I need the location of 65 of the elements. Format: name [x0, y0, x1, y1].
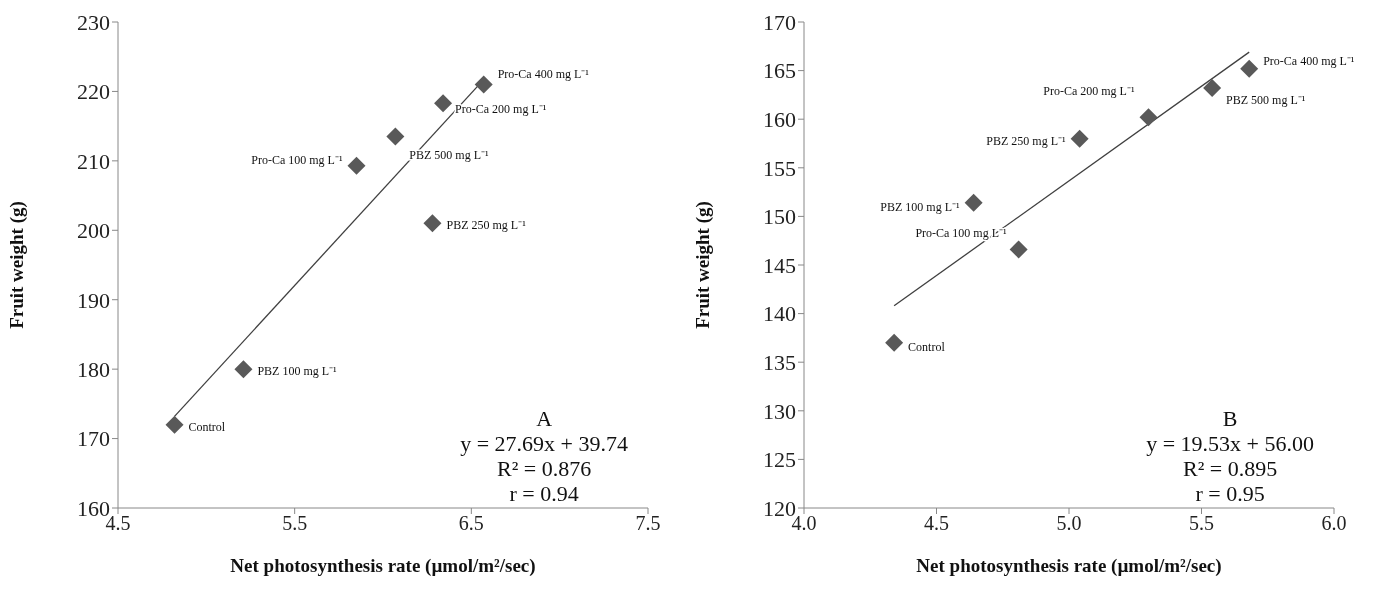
annotation: Control: [188, 419, 226, 434]
point: [1139, 108, 1158, 127]
y-tick-label: 170: [77, 426, 110, 452]
y-tick-label: 140: [763, 301, 796, 327]
point: [1009, 240, 1028, 259]
annotation: PBZ 500 mg L⁻¹: [1226, 93, 1306, 108]
point: [434, 94, 453, 113]
annotation: Pro-Ca 100 mg L⁻¹: [251, 152, 343, 167]
y-tick-label: 220: [77, 79, 110, 105]
x-tick-label: 4.5: [924, 512, 949, 535]
y-tick-label: 120: [763, 495, 796, 521]
point: [165, 415, 184, 434]
y-tick-label: 170: [763, 9, 796, 35]
y-tick-label: 160: [763, 107, 796, 133]
x-axis-title: Net photosynthesis rate (µmol/m²/sec): [916, 555, 1222, 577]
point: [964, 193, 983, 212]
y-tick-label: 125: [763, 447, 796, 473]
annotation: y = 27.69x + 39.74: [460, 431, 628, 456]
y-tick-label: 165: [763, 58, 796, 84]
annotation: Pro-Ca 400 mg L⁻¹: [497, 67, 590, 82]
x-tick-label: 6.0: [1321, 512, 1347, 535]
y-tick-label: 160: [77, 495, 110, 521]
y-tick-label: 180: [77, 356, 110, 382]
point: [386, 127, 405, 146]
annotation: r = 0.95: [1194, 481, 1266, 506]
y-axis-title: Fruit weight (g): [691, 201, 714, 329]
point: [1070, 129, 1089, 148]
annotation: PBZ 250 mg L⁻¹: [446, 218, 527, 233]
y-tick-label: 190: [77, 287, 110, 313]
point: [234, 360, 253, 379]
point: [347, 156, 366, 175]
x-axis-title: Net photosynthesis rate (µmol/m²/sec): [230, 555, 536, 577]
annotation: r = 0.94: [508, 481, 580, 506]
point: [1203, 79, 1222, 98]
annotation: PBZ 100 mg L⁻¹: [880, 199, 960, 214]
y-tick-label: 130: [763, 398, 796, 424]
annotation: Control: [908, 339, 946, 354]
y-tick-label: 230: [77, 9, 110, 35]
y-tick-label: 150: [763, 204, 796, 230]
annotation: R² = 0.876: [496, 456, 593, 481]
y-axis-title: Fruit weight (g): [5, 201, 28, 329]
point: [885, 333, 904, 352]
y-tick-label: 200: [77, 218, 110, 244]
annotation: PBZ 100 mg L⁻¹: [257, 364, 338, 379]
annotation: B: [1221, 406, 1239, 431]
y-tick-label: 135: [763, 350, 796, 376]
annotation: R² = 0.895: [1182, 456, 1279, 481]
annotation: Pro-Ca 200 mg L⁻¹: [455, 102, 547, 117]
point: [474, 75, 493, 94]
point: [1240, 59, 1259, 78]
annotation: PBZ 250 mg L⁻¹: [986, 133, 1066, 148]
annotation: A: [535, 406, 554, 431]
annotation: Pro-Ca 400 mg L⁻¹: [1263, 53, 1355, 68]
y-tick-label: 155: [763, 155, 796, 181]
annotation: Pro-Ca 100 mg L⁻¹: [915, 226, 1008, 241]
y-tick-label: 210: [77, 148, 110, 174]
x-tick-label: 7.5: [635, 512, 661, 535]
x-tick-label: 6.5: [458, 512, 484, 535]
point: [423, 214, 442, 233]
y-tick-label: 145: [763, 252, 796, 278]
x-tick-label: 5.0: [1056, 512, 1082, 535]
x-tick-label: 5.5: [1189, 512, 1214, 535]
annotation: y = 19.53x + 56.00: [1146, 431, 1314, 456]
x-tick-label: 5.5: [282, 512, 308, 535]
annotation: Pro-Ca 200 mg L⁻¹: [1043, 84, 1135, 99]
